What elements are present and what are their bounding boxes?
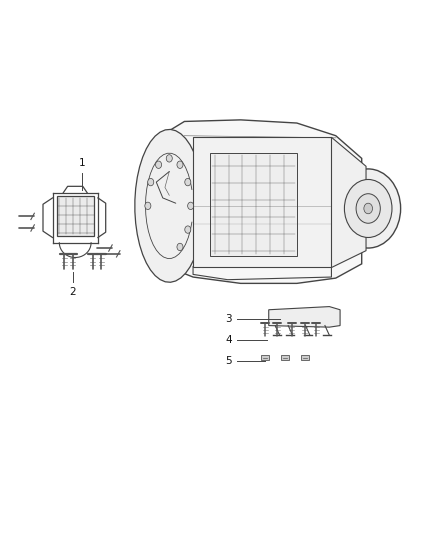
Polygon shape — [135, 130, 203, 282]
Polygon shape — [156, 120, 362, 284]
Text: 2: 2 — [70, 287, 76, 296]
Polygon shape — [332, 138, 366, 268]
Circle shape — [148, 179, 154, 186]
Circle shape — [356, 193, 380, 223]
Circle shape — [344, 180, 392, 238]
Circle shape — [336, 169, 401, 248]
Text: 3: 3 — [225, 314, 232, 324]
Circle shape — [177, 243, 183, 251]
FancyBboxPatch shape — [57, 196, 95, 237]
Text: 1: 1 — [78, 158, 85, 168]
Circle shape — [185, 179, 191, 186]
Circle shape — [177, 161, 183, 168]
Polygon shape — [269, 306, 340, 327]
FancyBboxPatch shape — [210, 153, 297, 256]
Bar — [281, 355, 289, 360]
Text: 5: 5 — [225, 357, 232, 367]
Bar — [301, 355, 308, 360]
Circle shape — [364, 203, 372, 214]
Bar — [261, 355, 269, 360]
Circle shape — [185, 226, 191, 233]
Text: 4: 4 — [225, 335, 232, 345]
FancyBboxPatch shape — [193, 138, 332, 266]
Circle shape — [166, 155, 172, 162]
Circle shape — [145, 202, 151, 209]
Circle shape — [187, 202, 194, 209]
Circle shape — [155, 161, 162, 168]
